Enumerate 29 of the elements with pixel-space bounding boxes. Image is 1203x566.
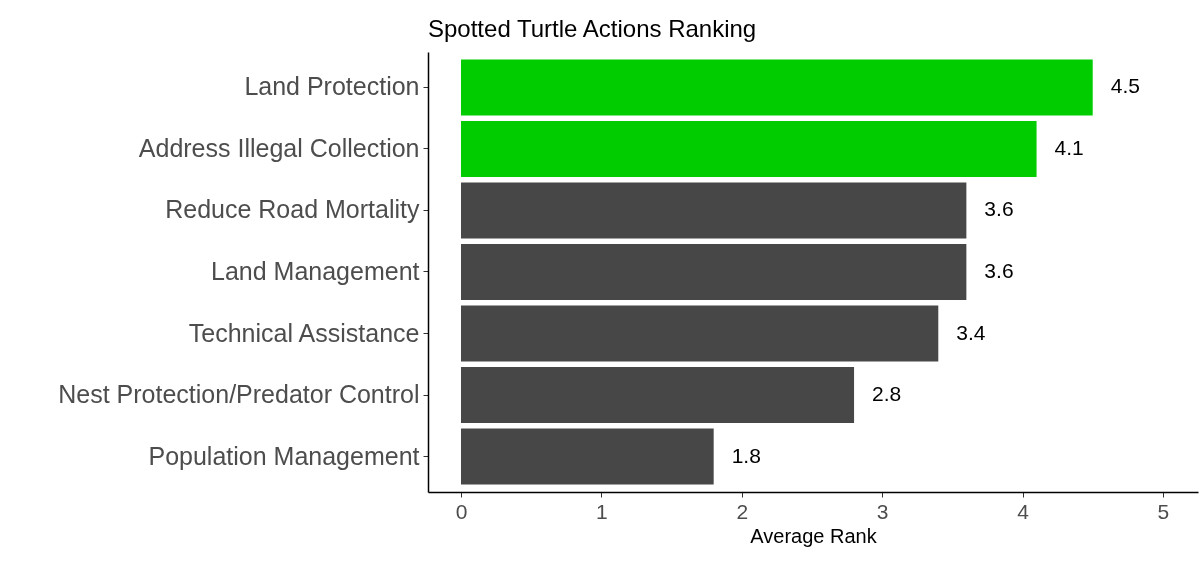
bar — [460, 59, 1093, 116]
x-tick-label: 4 — [1017, 499, 1030, 523]
x-tick-label: 2 — [736, 499, 749, 523]
x-tick-label: 1 — [596, 499, 608, 523]
bar — [460, 367, 855, 424]
data-label: 2.8 — [872, 382, 902, 406]
data-label: 3.4 — [956, 320, 986, 344]
bar — [460, 120, 1037, 177]
y-tick-label: Reduce Road Mortality — [165, 195, 420, 224]
chart-title: Spotted Turtle Actions Ranking — [428, 15, 757, 42]
data-label: 3.6 — [984, 259, 1014, 282]
x-tick-label: 3 — [876, 499, 889, 523]
y-tick-label: Land Protection — [244, 72, 420, 101]
data-label: 1.8 — [731, 443, 761, 467]
y-tick-label: Population Management — [148, 441, 420, 470]
x-tick-label: 5 — [1157, 499, 1170, 523]
data-label: 4.1 — [1054, 135, 1084, 159]
y-tick-label: Nest Protection/Predator Control — [58, 380, 420, 409]
x-tick-label: 0 — [455, 499, 468, 523]
data-label: 3.6 — [984, 197, 1014, 221]
bar — [460, 305, 939, 362]
bar — [460, 428, 714, 485]
y-tick-label: Technical Assistance — [188, 318, 420, 347]
y-tick-label: Land Management — [211, 257, 420, 285]
bar — [460, 182, 967, 239]
x-axis-title: Average Rank — [750, 524, 878, 547]
data-label: 4.5 — [1110, 74, 1140, 98]
bar — [460, 244, 967, 300]
y-tick-label: Address Illegal Collection — [138, 133, 420, 162]
